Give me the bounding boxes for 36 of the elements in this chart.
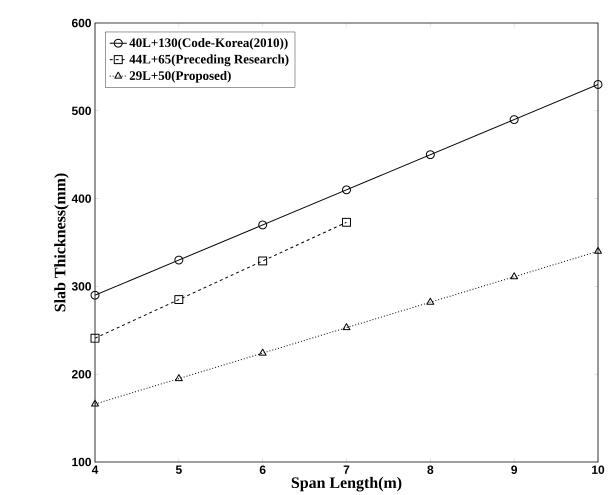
legend-label: 29L+50(Proposed) bbox=[130, 70, 231, 83]
y-tick-label: 300 bbox=[72, 282, 91, 291]
y-tick-label: 500 bbox=[72, 106, 91, 116]
point bbox=[258, 220, 268, 230]
x-tick-label: 8 bbox=[427, 466, 434, 474]
point bbox=[510, 272, 518, 280]
point bbox=[90, 334, 100, 343]
point bbox=[342, 218, 351, 227]
point bbox=[91, 400, 99, 407]
legend-label: 44L+65(Preceding Research) bbox=[129, 54, 288, 66]
x-axis-title: Span Length(m) bbox=[292, 476, 402, 492]
point bbox=[174, 256, 184, 265]
point bbox=[594, 80, 602, 89]
point bbox=[258, 348, 267, 356]
y-axis-title: Slab Thickness(mm) bbox=[54, 173, 69, 312]
x-tick-label: 4 bbox=[92, 466, 98, 474]
legend-label: 40L+130(Code-Korea(2010)) bbox=[129, 38, 288, 50]
y-tick-label: 400 bbox=[72, 194, 91, 203]
x-tick-label: 7 bbox=[344, 466, 350, 474]
x-tick-label: 6 bbox=[260, 466, 266, 474]
point bbox=[510, 115, 519, 124]
x-tick-label: 9 bbox=[511, 466, 518, 474]
y-tick-label: 100 bbox=[72, 458, 91, 466]
point bbox=[426, 150, 435, 160]
point bbox=[90, 290, 100, 300]
point bbox=[594, 246, 602, 254]
y-tick-label: 200 bbox=[72, 370, 91, 378]
point bbox=[174, 295, 184, 304]
x-tick-label: 5 bbox=[176, 466, 182, 474]
x-tick-label: 10 bbox=[592, 466, 604, 474]
point bbox=[426, 298, 434, 305]
point bbox=[342, 323, 350, 330]
point bbox=[174, 374, 183, 382]
point bbox=[342, 185, 351, 194]
point bbox=[258, 256, 268, 266]
y-tick-label: 600 bbox=[72, 18, 91, 28]
